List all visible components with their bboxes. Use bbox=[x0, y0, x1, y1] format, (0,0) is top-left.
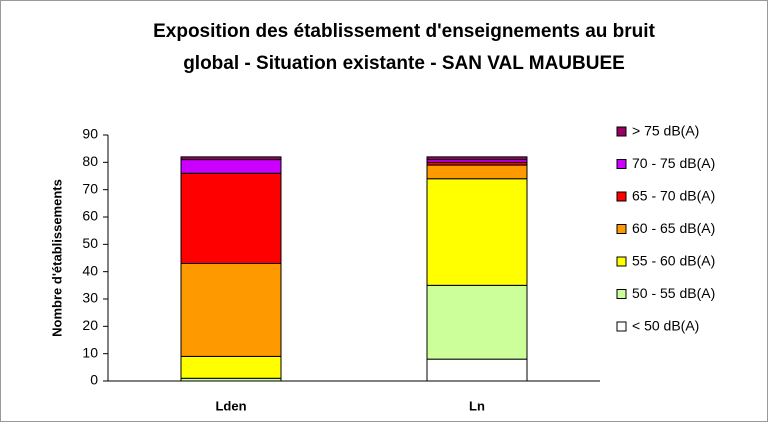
x-tick-label: Ln bbox=[469, 398, 485, 413]
x-tick-label: Lden bbox=[215, 398, 246, 413]
y-tick-label: 80 bbox=[82, 153, 98, 169]
y-tick-label: 0 bbox=[90, 372, 98, 388]
y-tick-label: 60 bbox=[82, 208, 98, 224]
y-tick-label: 20 bbox=[82, 317, 98, 333]
y-tick-label: 10 bbox=[82, 344, 98, 360]
bar-segment bbox=[180, 262, 282, 357]
legend-swatch bbox=[616, 159, 627, 169]
bar-segment bbox=[426, 358, 528, 382]
legend-label: 55 - 60 dB(A) bbox=[632, 253, 715, 269]
chart-title: global - Situation existante - SAN VAL M… bbox=[183, 53, 625, 74]
legend-label: 65 - 70 dB(A) bbox=[632, 188, 715, 204]
bar-segment bbox=[180, 355, 282, 379]
legend-swatch bbox=[616, 224, 627, 234]
bar-segment bbox=[426, 284, 528, 360]
legend-label: < 50 dB(A) bbox=[632, 318, 699, 334]
legend-swatch bbox=[616, 126, 627, 137]
bar-segment bbox=[180, 172, 282, 264]
y-tick-label: 40 bbox=[82, 262, 98, 278]
legend-swatch bbox=[616, 256, 627, 267]
bar-segment bbox=[180, 159, 282, 174]
y-tick-label: 30 bbox=[82, 290, 98, 306]
y-axis-label: Nombre d'établissements bbox=[49, 179, 64, 337]
y-tick-label: 50 bbox=[82, 235, 98, 251]
legend-swatch bbox=[616, 191, 627, 202]
bar-segment bbox=[426, 178, 528, 286]
legend-label: 60 - 65 dB(A) bbox=[632, 220, 715, 236]
legend-label: 70 - 75 dB(A) bbox=[632, 155, 715, 171]
bar-segment bbox=[426, 164, 528, 180]
bar-segment bbox=[180, 156, 282, 161]
legend-label: 50 - 55 dB(A) bbox=[632, 285, 715, 301]
legend-swatch bbox=[616, 289, 627, 299]
legend-swatch bbox=[616, 321, 627, 332]
legend-label: > 75 dB(A) bbox=[632, 123, 699, 139]
y-tick-label: 70 bbox=[82, 180, 98, 196]
chart-title: Exposition des établissement d'enseignem… bbox=[153, 21, 655, 42]
bar-segment bbox=[426, 156, 528, 161]
y-tick-label: 90 bbox=[82, 126, 98, 142]
